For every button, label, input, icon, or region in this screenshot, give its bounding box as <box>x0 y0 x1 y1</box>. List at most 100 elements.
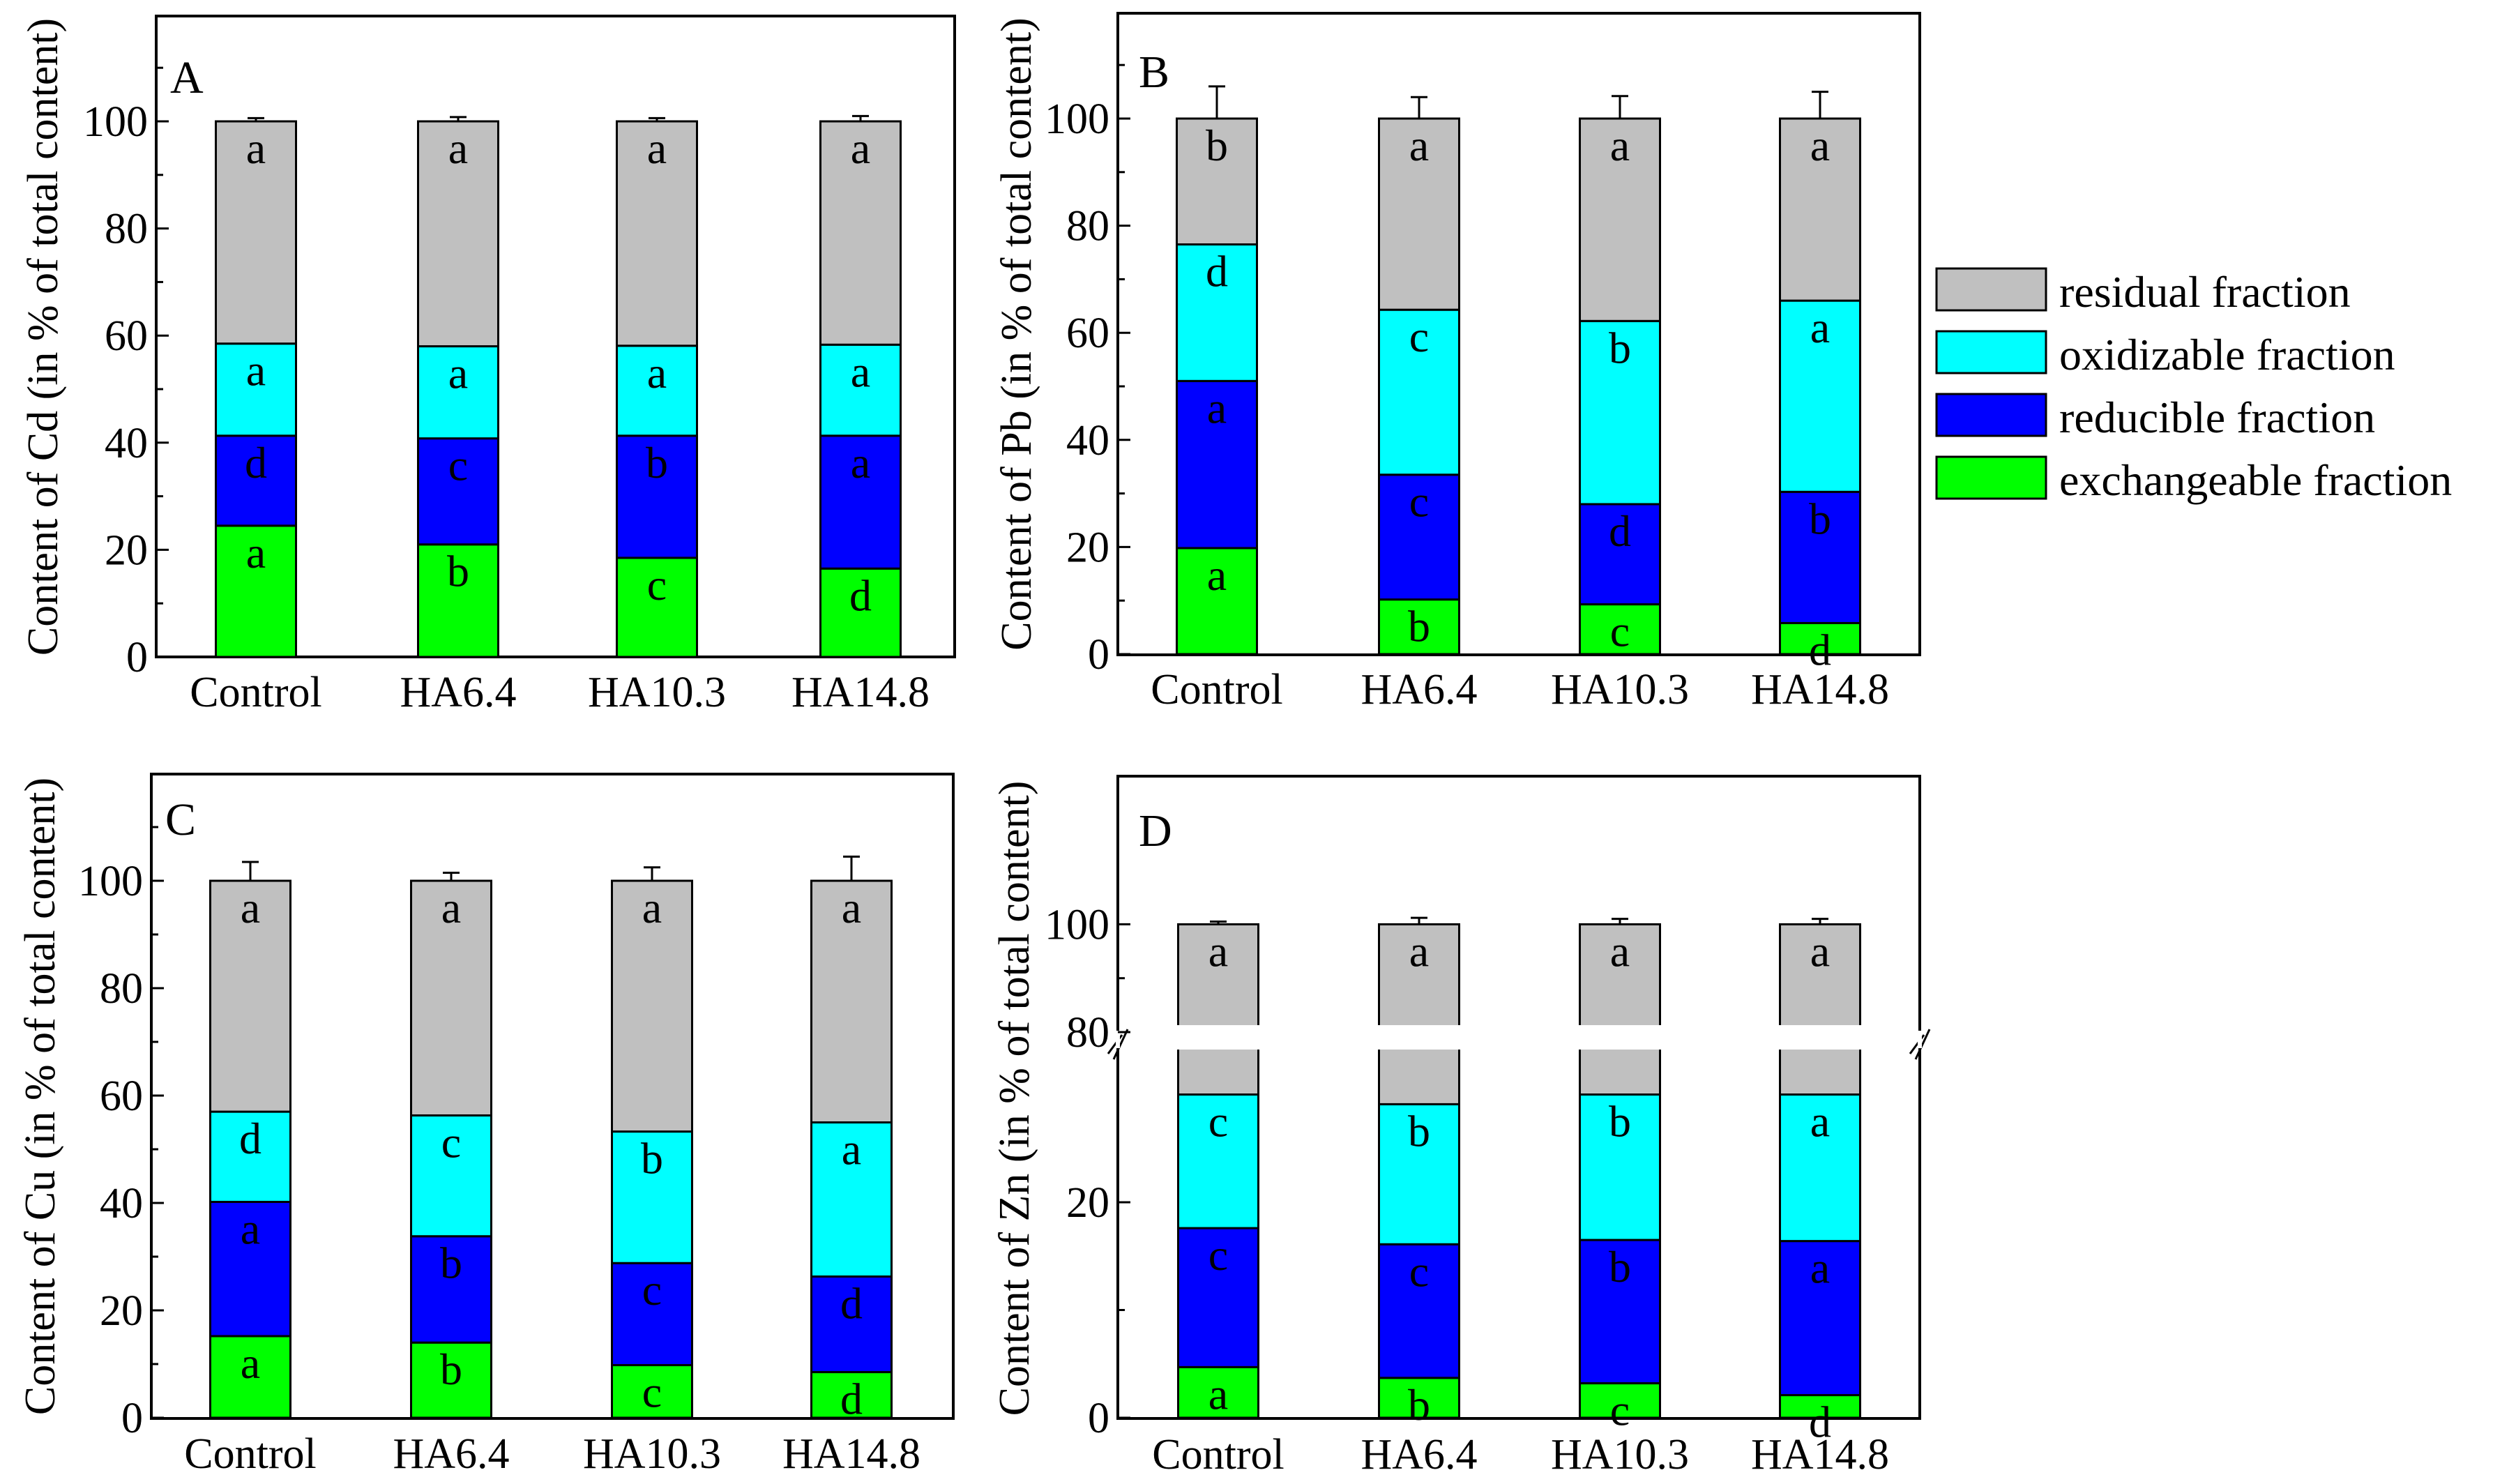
y-tick-label: 100 <box>83 98 148 146</box>
bar-segment <box>417 345 499 440</box>
y-tick-label: 40 <box>100 1180 143 1227</box>
significance-letter: b <box>440 1345 462 1394</box>
significance-letter: a <box>1810 926 1830 976</box>
significance-letter: a <box>851 347 870 396</box>
panel-d: a c c a b c b a c b b a d a a a 0 20 80 100 D Content of Z… <box>991 775 1931 1478</box>
y-ticks-d: 0 20 80 100 <box>1045 901 1130 1442</box>
bar-segment <box>1579 117 1661 322</box>
bar-segment <box>1779 923 1861 1096</box>
bar-segment <box>819 567 902 658</box>
significance-letter: c <box>1208 1097 1228 1146</box>
significance-letter: a <box>642 883 662 932</box>
panel-b: a a d b b c c a c d b a d b a a 0 20 40 60 80 100 B Content … <box>993 12 1921 713</box>
significance-letter: b <box>447 547 469 596</box>
bar-segment <box>1779 490 1861 624</box>
panel-letter-c: C <box>165 794 196 845</box>
bar-segment <box>1779 1240 1861 1397</box>
y-tick-label: 0 <box>1088 1395 1109 1442</box>
bar-segment <box>1378 474 1460 601</box>
y-axis-label-d: Content of Zn (in % of total content) <box>991 781 1038 1416</box>
significance-letter: b <box>646 438 668 487</box>
legend-swatch-exchangeable <box>1935 455 2047 500</box>
legend-swatch-residual <box>1935 267 2047 312</box>
y-ticks-c: 0 20 40 60 80 100 <box>78 826 164 1442</box>
x-categories-d: Control HA6.4 HA10.3 HA14.8 <box>1152 1431 1889 1478</box>
y-tick-label: 20 <box>1066 524 1109 571</box>
significance-letter: a <box>1409 926 1429 976</box>
significance-letter: a <box>1207 550 1227 600</box>
bar-segment <box>616 434 698 559</box>
significance-letter: c <box>642 1265 662 1315</box>
bar-segment <box>215 120 297 345</box>
significance-letter: a <box>842 883 861 932</box>
significance-letter: a <box>1810 1243 1830 1293</box>
significance-letter: a <box>1810 303 1830 352</box>
significance-letter: a <box>1409 121 1429 170</box>
y-ticks-b: 0 20 40 60 80 100 <box>1045 63 1130 679</box>
significance-letter: a <box>851 438 870 487</box>
x-category-label: HA6.4 <box>1361 1431 1477 1478</box>
bar-segment <box>1579 1239 1661 1385</box>
significance-letter: a <box>1810 1097 1830 1146</box>
significance-letter: a <box>851 123 870 173</box>
y-axis-label-c: Content of Cu (in % of total content) <box>17 778 64 1415</box>
significance-letter: a <box>448 123 468 173</box>
x-category-label: Control <box>190 669 321 716</box>
bar-segment <box>819 120 902 346</box>
significance-letter: d <box>840 1375 863 1424</box>
significance-letter: d <box>239 1114 262 1163</box>
x-category-label: HA6.4 <box>400 669 516 716</box>
significance-letter: c <box>1409 1246 1429 1296</box>
y-axis-label-a: Content of Cd (in % of total content) <box>20 18 67 656</box>
significance-letter: a <box>1610 926 1630 976</box>
x-category-label: HA14.8 <box>1751 666 1889 713</box>
panel-letter-a: A <box>170 52 204 103</box>
y-axis-label-b: Content of Pb (in % of total content) <box>993 17 1040 650</box>
legend-label-exchangeable: exchangeable fraction <box>2059 455 2452 505</box>
significance-letter: a <box>1810 121 1830 170</box>
significance-letter: b <box>1609 323 1631 372</box>
x-category-label: Control <box>1151 666 1282 713</box>
legend-item-oxidizable: oxidizable fraction <box>1935 330 2395 379</box>
significance-letter: c <box>1409 312 1429 361</box>
significance-letter: b <box>1408 602 1430 651</box>
y-tick-label: 80 <box>100 965 143 1013</box>
bar-segment <box>410 1235 492 1344</box>
axis-break-mark <box>1914 1029 1931 1060</box>
significance-letter: a <box>1208 926 1228 976</box>
x-categories-a: Control HA6.4 HA10.3 HA14.8 <box>190 669 930 716</box>
bar-segment <box>1579 1093 1661 1241</box>
x-category-label: HA14.8 <box>1751 1431 1889 1478</box>
y-tick-label: 20 <box>105 527 148 574</box>
legend-item-residual: residual fraction <box>1935 267 2351 317</box>
significance-letter: c <box>642 1368 662 1417</box>
axis-break-gap <box>1120 1025 1918 1050</box>
x-category-label: HA10.3 <box>588 669 726 716</box>
legend-label-reducible: reducible fraction <box>2059 393 2375 442</box>
bar-segment <box>810 879 893 1123</box>
y-tick-label: 60 <box>105 312 148 360</box>
x-category-label: Control <box>1152 1431 1284 1478</box>
bar-segment <box>1177 1365 1259 1419</box>
bar-segment <box>1378 308 1460 476</box>
significance-letter: a <box>241 1204 260 1253</box>
significance-letter: c <box>647 560 667 610</box>
significance-letter: c <box>1409 477 1429 527</box>
bar-segment <box>417 120 499 348</box>
y-tick-label: 0 <box>1088 631 1109 679</box>
bars-d: a c c a b c b a c b b a d a a a <box>1107 916 1931 1447</box>
bar-segment <box>209 879 291 1113</box>
bar-segment <box>1779 117 1861 302</box>
significance-letter: d <box>840 1278 863 1328</box>
significance-letter: a <box>241 883 260 932</box>
significance-letter: d <box>1809 625 1831 674</box>
significance-letter: a <box>246 528 266 577</box>
significance-letter: a <box>448 349 468 398</box>
bar-segment <box>1177 923 1259 1096</box>
y-ticks-a: 0 20 40 60 80 100 <box>83 66 169 681</box>
bar-segment <box>1177 1093 1259 1229</box>
